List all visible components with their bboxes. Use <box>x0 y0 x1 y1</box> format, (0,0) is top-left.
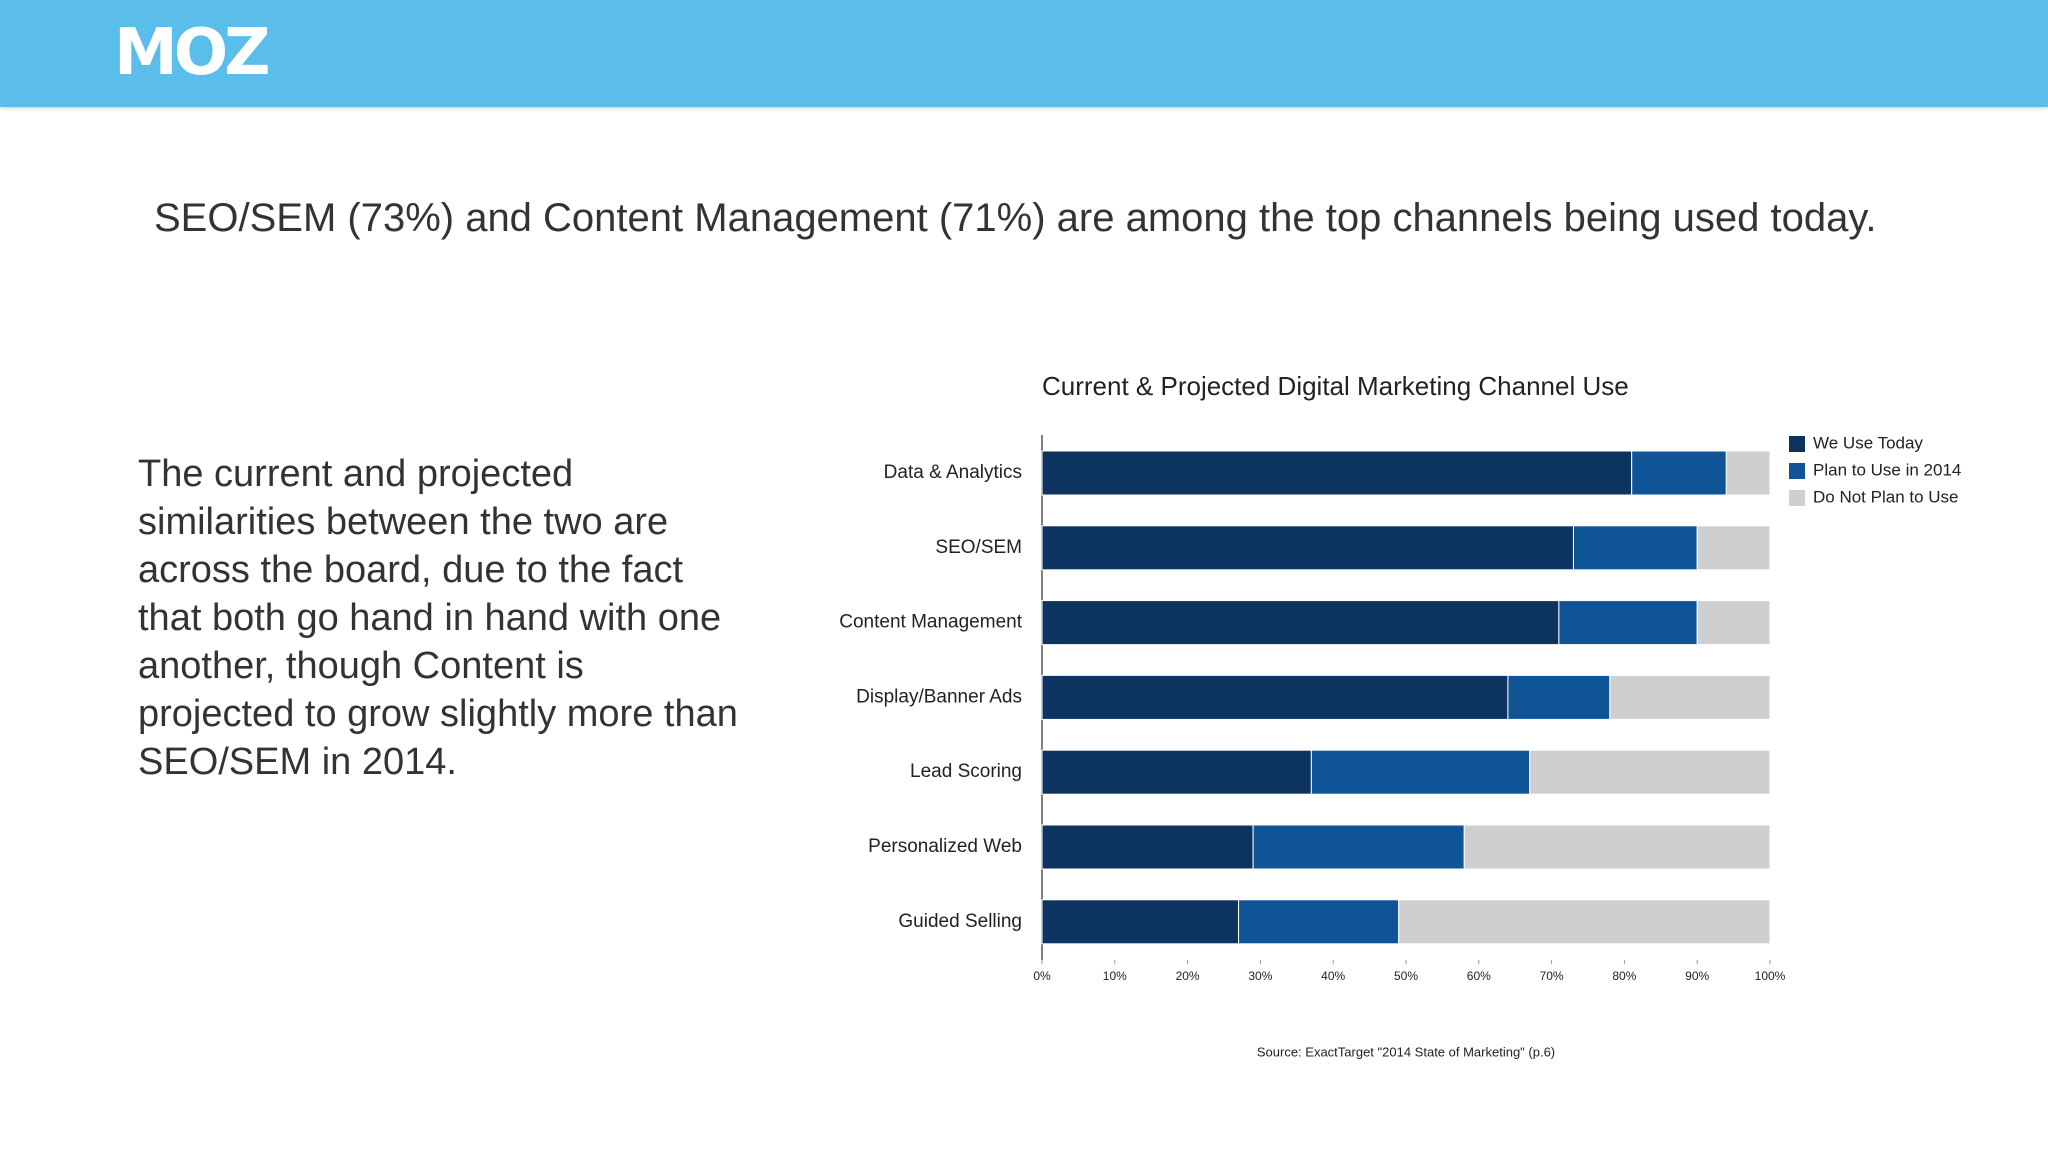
bar-segment <box>1696 525 1771 571</box>
category-label: Lead Scoring <box>910 761 1022 782</box>
bar-segment <box>1398 899 1771 945</box>
legend-label: Do Not Plan to Use <box>1813 487 1959 506</box>
headline: SEO/SEM (73%) and Content Management (71… <box>154 196 1877 240</box>
legend-swatch <box>1789 463 1805 479</box>
x-tick-label: 20% <box>1176 969 1200 983</box>
logo: MOZ <box>114 16 270 90</box>
legend-swatch <box>1789 490 1805 506</box>
bar-segment <box>1310 749 1531 795</box>
bar-segment <box>1041 450 1633 496</box>
bar-segment <box>1529 749 1771 795</box>
x-tick-label: 50% <box>1394 969 1418 983</box>
category-label: Personalized Web <box>868 836 1022 857</box>
x-tick-label: 70% <box>1540 969 1564 983</box>
legend-label: Plan to Use in 2014 <box>1813 460 1961 479</box>
bar-segment <box>1041 749 1312 795</box>
category-label: Content Management <box>839 612 1022 633</box>
bar-segment <box>1463 824 1771 870</box>
x-tick-label: 40% <box>1321 969 1345 983</box>
category-label: Display/Banner Ads <box>856 686 1022 707</box>
bar-segment <box>1238 899 1400 945</box>
x-tick-label: 80% <box>1612 969 1636 983</box>
x-tick-label: 90% <box>1685 969 1709 983</box>
category-label: SEO/SEM <box>935 537 1022 558</box>
bar-segment <box>1041 899 1240 945</box>
x-tick-label: 30% <box>1248 969 1272 983</box>
category-label: Guided Selling <box>898 911 1022 932</box>
bar-segment <box>1725 450 1771 496</box>
legend-label: We Use Today <box>1813 433 1923 452</box>
bar-segment <box>1558 600 1698 646</box>
bar-segment <box>1041 525 1574 571</box>
x-tick-label: 100% <box>1755 969 1786 983</box>
bar-segment <box>1572 525 1698 571</box>
bar-segment <box>1609 674 1771 720</box>
x-tick-label: 10% <box>1103 969 1127 983</box>
bar-segment <box>1252 824 1465 870</box>
category-label: Data & Analytics <box>884 462 1022 483</box>
bar-segment <box>1507 674 1611 720</box>
bar-segment <box>1696 600 1771 646</box>
source-note: Source: ExactTarget "2014 State of Marke… <box>1257 1044 1555 1059</box>
x-tick-label: 60% <box>1467 969 1491 983</box>
chart-title: Current & Projected Digital Marketing Ch… <box>1042 371 1629 401</box>
legend-swatch <box>1789 436 1805 452</box>
bar-segment <box>1041 824 1254 870</box>
body-text: The current and projected similarities b… <box>138 453 738 783</box>
bar-segment <box>1041 600 1560 646</box>
bar-segment <box>1041 674 1509 720</box>
bar-segment <box>1631 450 1727 496</box>
header-bar: MOZ <box>0 0 2048 107</box>
x-tick-label: 0% <box>1033 969 1051 983</box>
